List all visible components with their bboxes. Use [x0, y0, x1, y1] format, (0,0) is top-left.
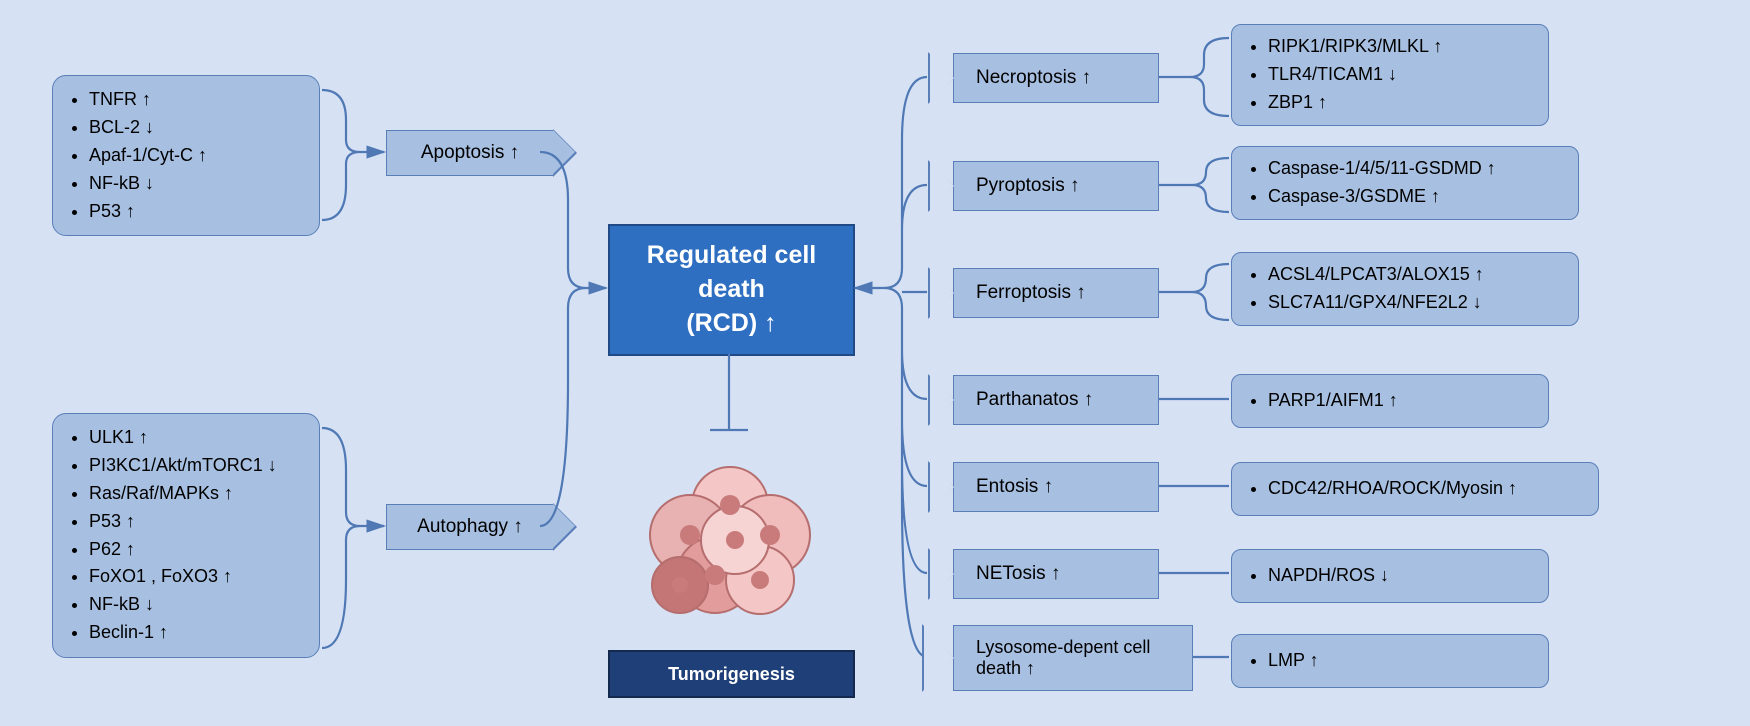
rcd-arrow-icon: ↑	[764, 309, 777, 337]
item: Caspase-3/GSDME ↑	[1268, 183, 1564, 211]
entosis-detail: CDC42/RHOA/ROCK/Myosin ↑	[1231, 462, 1599, 516]
netosis-detail: NAPDH/ROS ↓	[1231, 549, 1549, 603]
label-text: Necroptosis ↑	[976, 67, 1091, 89]
item: Caspase-1/4/5/11-GSDMD ↑	[1268, 155, 1564, 183]
label-text: Lysosome-depent cell death ↑	[976, 637, 1174, 678]
label-text: Tumorigenesis	[668, 664, 795, 685]
label-text: Autophagy ↑	[417, 516, 523, 538]
item: Apaf-1/Cyt-C ↑	[89, 142, 305, 170]
rcd-box: Regulated cell death (RCD) ↑	[608, 224, 855, 356]
tumorigenesis-box: Tumorigenesis	[608, 650, 855, 698]
necroptosis-detail: RIPK1/RIPK3/MLKL ↑ TLR4/TICAM1 ↓ ZBP1 ↑	[1231, 24, 1549, 126]
item: ACSL4/LPCAT3/ALOX15 ↑	[1268, 261, 1564, 289]
item: TLR4/TICAM1 ↓	[1268, 61, 1534, 89]
apoptosis-molecules-box: TNFR ↑ BCL-2 ↓ Apaf-1/Cyt-C ↑ NF-kB ↓ P5…	[52, 75, 320, 236]
item: SLC7A11/GPX4/NFE2L2 ↓	[1268, 289, 1564, 317]
ferroptosis-detail: ACSL4/LPCAT3/ALOX15 ↑ SLC7A11/GPX4/NFE2L…	[1231, 252, 1579, 326]
item: NAPDH/ROS ↓	[1268, 562, 1534, 590]
item: TNFR ↑	[89, 86, 305, 114]
item: P53 ↑	[89, 198, 305, 226]
item: RIPK1/RIPK3/MLKL ↑	[1268, 33, 1534, 61]
rcd-line2: death	[698, 275, 765, 303]
item: BCL-2 ↓	[89, 114, 305, 142]
item: P53 ↑	[89, 508, 305, 536]
label-text: Parthanatos ↑	[976, 389, 1093, 411]
pyroptosis-label: Pyroptosis ↑	[953, 161, 1159, 211]
parthanatos-detail: PARP1/AIFM1 ↑	[1231, 374, 1549, 428]
label-text: Ferroptosis ↑	[976, 282, 1086, 304]
entosis-label: Entosis ↑	[953, 462, 1159, 512]
item: PI3KC1/Akt/mTORC1 ↓	[89, 452, 305, 480]
label-text: Pyroptosis ↑	[976, 175, 1079, 197]
label-text: Entosis ↑	[976, 476, 1053, 498]
necroptosis-label: Necroptosis ↑	[953, 53, 1159, 103]
lysosome-label: Lysosome-depent cell death ↑	[953, 625, 1193, 691]
item: LMP ↑	[1268, 647, 1534, 675]
item: Beclin-1 ↑	[89, 619, 305, 647]
item: ZBP1 ↑	[1268, 89, 1534, 117]
autophagy-label: Autophagy ↑	[386, 504, 554, 550]
pyroptosis-detail: Caspase-1/4/5/11-GSDMD ↑ Caspase-3/GSDME…	[1231, 146, 1579, 220]
item: CDC42/RHOA/ROCK/Myosin ↑	[1268, 475, 1584, 503]
item: Ras/Raf/MAPKs ↑	[89, 480, 305, 508]
item: ULK1 ↑	[89, 424, 305, 452]
autophagy-molecules-box: ULK1 ↑ PI3KC1/Akt/mTORC1 ↓ Ras/Raf/MAPKs…	[52, 413, 320, 658]
lysosome-detail: LMP ↑	[1231, 634, 1549, 688]
item: PARP1/AIFM1 ↑	[1268, 387, 1534, 415]
tumor-illustration	[608, 430, 851, 640]
ferroptosis-label: Ferroptosis ↑	[953, 268, 1159, 318]
item: NF-kB ↓	[89, 591, 305, 619]
item: FoXO1 , FoXO3 ↑	[89, 563, 305, 591]
item: P62 ↑	[89, 536, 305, 564]
apoptosis-label: Apoptosis ↑	[386, 130, 554, 176]
rcd-line1: Regulated cell	[647, 241, 817, 269]
label-text: NETosis ↑	[976, 563, 1060, 585]
netosis-label: NETosis ↑	[953, 549, 1159, 599]
parthanatos-label: Parthanatos ↑	[953, 375, 1159, 425]
rcd-line3: (RCD)	[686, 309, 764, 337]
label-text: Apoptosis ↑	[421, 142, 519, 164]
item: NF-kB ↓	[89, 170, 305, 198]
